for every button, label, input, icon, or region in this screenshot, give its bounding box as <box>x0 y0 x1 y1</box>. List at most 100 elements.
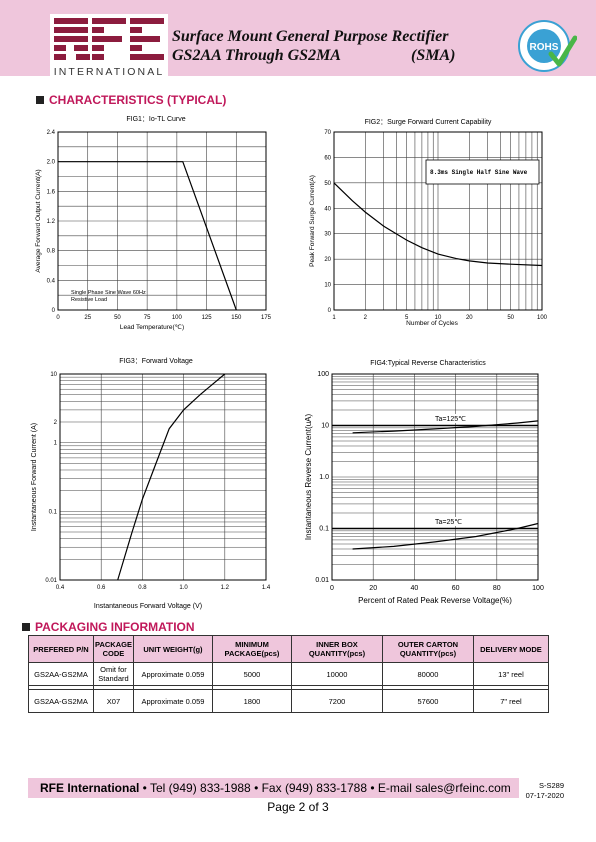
y-tick-label: 0 <box>52 308 56 314</box>
y-axis-label: Instantaneous Reverse Current(uA) <box>304 414 313 541</box>
x-axis-label: Number of Cycles <box>406 320 458 327</box>
table-cell: Omit for Standard <box>93 662 134 686</box>
x-tick-label: 10 <box>435 315 442 321</box>
packaging-table: PREFERED P/N PACKAGE CODE UNIT WEIGHT(g)… <box>28 635 550 713</box>
bullet-square-icon <box>22 623 30 631</box>
table-cell: 1800 <box>211 689 292 713</box>
fig2-chart: FIG2：Surge Forward Current Capability 1 2 5… <box>309 119 548 327</box>
col-header: OUTER CARTON QUANTITY(pcs) <box>381 635 474 663</box>
table-header-row: PREFERED P/N PACKAGE CODE UNIT WEIGHT(g)… <box>28 635 550 663</box>
y-axis-label: Peak Forward Surge Current(A) <box>309 175 316 267</box>
y-tick-label: 0.01 <box>45 578 57 584</box>
series-line-1 <box>117 373 226 581</box>
y-tick-label: 2.4 <box>47 130 56 136</box>
footer-contact-bar: RFE International • Tel (949) 833-1988 •… <box>28 778 519 798</box>
table-spacer <box>28 685 550 690</box>
packaging-heading-text: PACKAGING INFORMATION <box>35 620 195 634</box>
col-header: MINIMUM PACKAGE(pcs) <box>211 635 292 663</box>
chart-title: FIG4:Typical Reverse Characteristics <box>370 360 486 367</box>
series-line-2 <box>352 522 539 550</box>
x-tick-label: 1.4 <box>262 585 271 591</box>
y-tick-label: 20 <box>324 257 331 263</box>
x-tick-label: 0.8 <box>138 585 147 591</box>
y-tick-label: 1.0 <box>319 474 329 481</box>
plot-frame <box>333 131 543 311</box>
doc-date: 07-17-2020 <box>525 791 564 800</box>
x-tick-label: 175 <box>261 315 272 321</box>
y-tick-label: 1.6 <box>47 189 56 195</box>
rohs-compliant-icon: ROHS <box>518 20 577 72</box>
logo-subtitle: INTERNATIONAL <box>53 66 165 78</box>
y-tick-label: 10 <box>321 423 329 430</box>
label-bg <box>434 414 474 423</box>
chart-title: FIG3：Forward Voltage <box>119 358 193 365</box>
series-line-1 <box>58 161 237 311</box>
x-tick-label: 60 <box>452 585 460 592</box>
y-tick-label: 50 <box>324 181 331 187</box>
table-row: GS2AA-GS2MA X07 Approximate 0.059 1800 7… <box>28 689 550 713</box>
rfe-logo-mark <box>54 18 164 60</box>
y-tick-label: 40 <box>324 206 331 212</box>
table-cell: 5000 <box>211 662 292 686</box>
y-tick-label: 10 <box>324 283 331 289</box>
x-tick-label: 1 <box>332 315 336 321</box>
bullet-square-icon <box>36 96 44 104</box>
y-tick-label: 2 <box>54 420 58 426</box>
document-title: Surface Mount General Purpose Rectifier <box>172 28 449 45</box>
x-tick-label: 20 <box>369 585 377 592</box>
x-axis-label: Instantaneous Forward Voltage (V) <box>94 603 202 610</box>
characteristics-heading-text: CHARACTERISTICS (TYPICAL) <box>49 93 227 107</box>
plot-frame <box>331 373 539 581</box>
x-tick-label: 150 <box>231 315 242 321</box>
col-header: PREFERED P/N <box>28 635 94 663</box>
fig1-note-line1: Single Phase Sine Wave 60Hz <box>71 290 146 296</box>
x-tick-label: 50 <box>114 315 121 321</box>
table-cell: 57600 <box>381 689 474 713</box>
y-tick-label: 0.1 <box>49 509 58 515</box>
rfe-logo: INTERNATIONAL <box>50 14 168 78</box>
x-tick-label: 50 <box>507 315 514 321</box>
x-axis-label: Percent of Rated Peak Reverse Voltage(%) <box>358 596 512 605</box>
x-tick-label: 100 <box>537 315 548 321</box>
package-type: (SMA) <box>411 47 456 64</box>
y-tick-label: 0.4 <box>47 278 56 284</box>
x-tick-label: 25 <box>84 315 91 321</box>
table-cell: Approximate 0.059 <box>132 689 213 713</box>
fig2-legend-text: 8.3ms Single Half Sine Wave <box>430 169 528 176</box>
y-axis-label: Instantaneous Forward Current (A) <box>31 423 38 531</box>
plot-frame <box>57 131 267 311</box>
fig4-label-125: Ta=125℃ <box>435 416 466 423</box>
col-header: PACKAGE CODE <box>93 635 134 663</box>
x-tick-label: 80 <box>493 585 501 592</box>
col-header: UNIT WEIGHT(g) <box>132 635 213 663</box>
x-tick-label: 75 <box>144 315 151 321</box>
col-header: DELIVERY MODE <box>472 635 550 663</box>
x-tick-label: 1.0 <box>179 585 188 591</box>
y-tick-label: 0.1 <box>319 526 329 533</box>
chart-title: FIG1：Io-TL Curve <box>126 116 185 123</box>
table-cell: 7200 <box>290 689 383 713</box>
x-tick-label: 40 <box>411 585 419 592</box>
y-tick-label: 70 <box>324 130 331 136</box>
fig1-chart: FIG1：Io-TL Curve 0 25 50 75 100 125 150 175 0 0.4 0… <box>35 116 272 331</box>
series-line-1 <box>333 182 543 267</box>
table-cell: 10000 <box>290 662 383 686</box>
x-tick-label: 0 <box>56 315 60 321</box>
y-tick-label: 10 <box>50 372 57 378</box>
x-tick-label: 0.6 <box>97 585 106 591</box>
x-tick-label: 100 <box>532 585 544 592</box>
y-tick-label: 1 <box>54 441 58 447</box>
fig2-legend-box <box>425 159 540 185</box>
part-range-title: GS2AA Through GS2MA <box>172 47 341 64</box>
table-cell: Approximate 0.059 <box>132 662 213 686</box>
packaging-heading: PACKAGING INFORMATION <box>22 620 195 634</box>
x-tick-label: 2 <box>364 315 368 321</box>
table-cell: 80000 <box>381 662 474 686</box>
x-axis-label: Lead Temperature(℃) <box>120 324 184 331</box>
y-tick-label: 2.0 <box>47 160 56 166</box>
y-tick-label: 1.2 <box>47 219 56 225</box>
label-bg <box>434 517 472 526</box>
rohs-label: ROHS <box>530 42 559 53</box>
x-tick-label: 0.4 <box>56 585 65 591</box>
x-tick-label: 5 <box>405 315 409 321</box>
